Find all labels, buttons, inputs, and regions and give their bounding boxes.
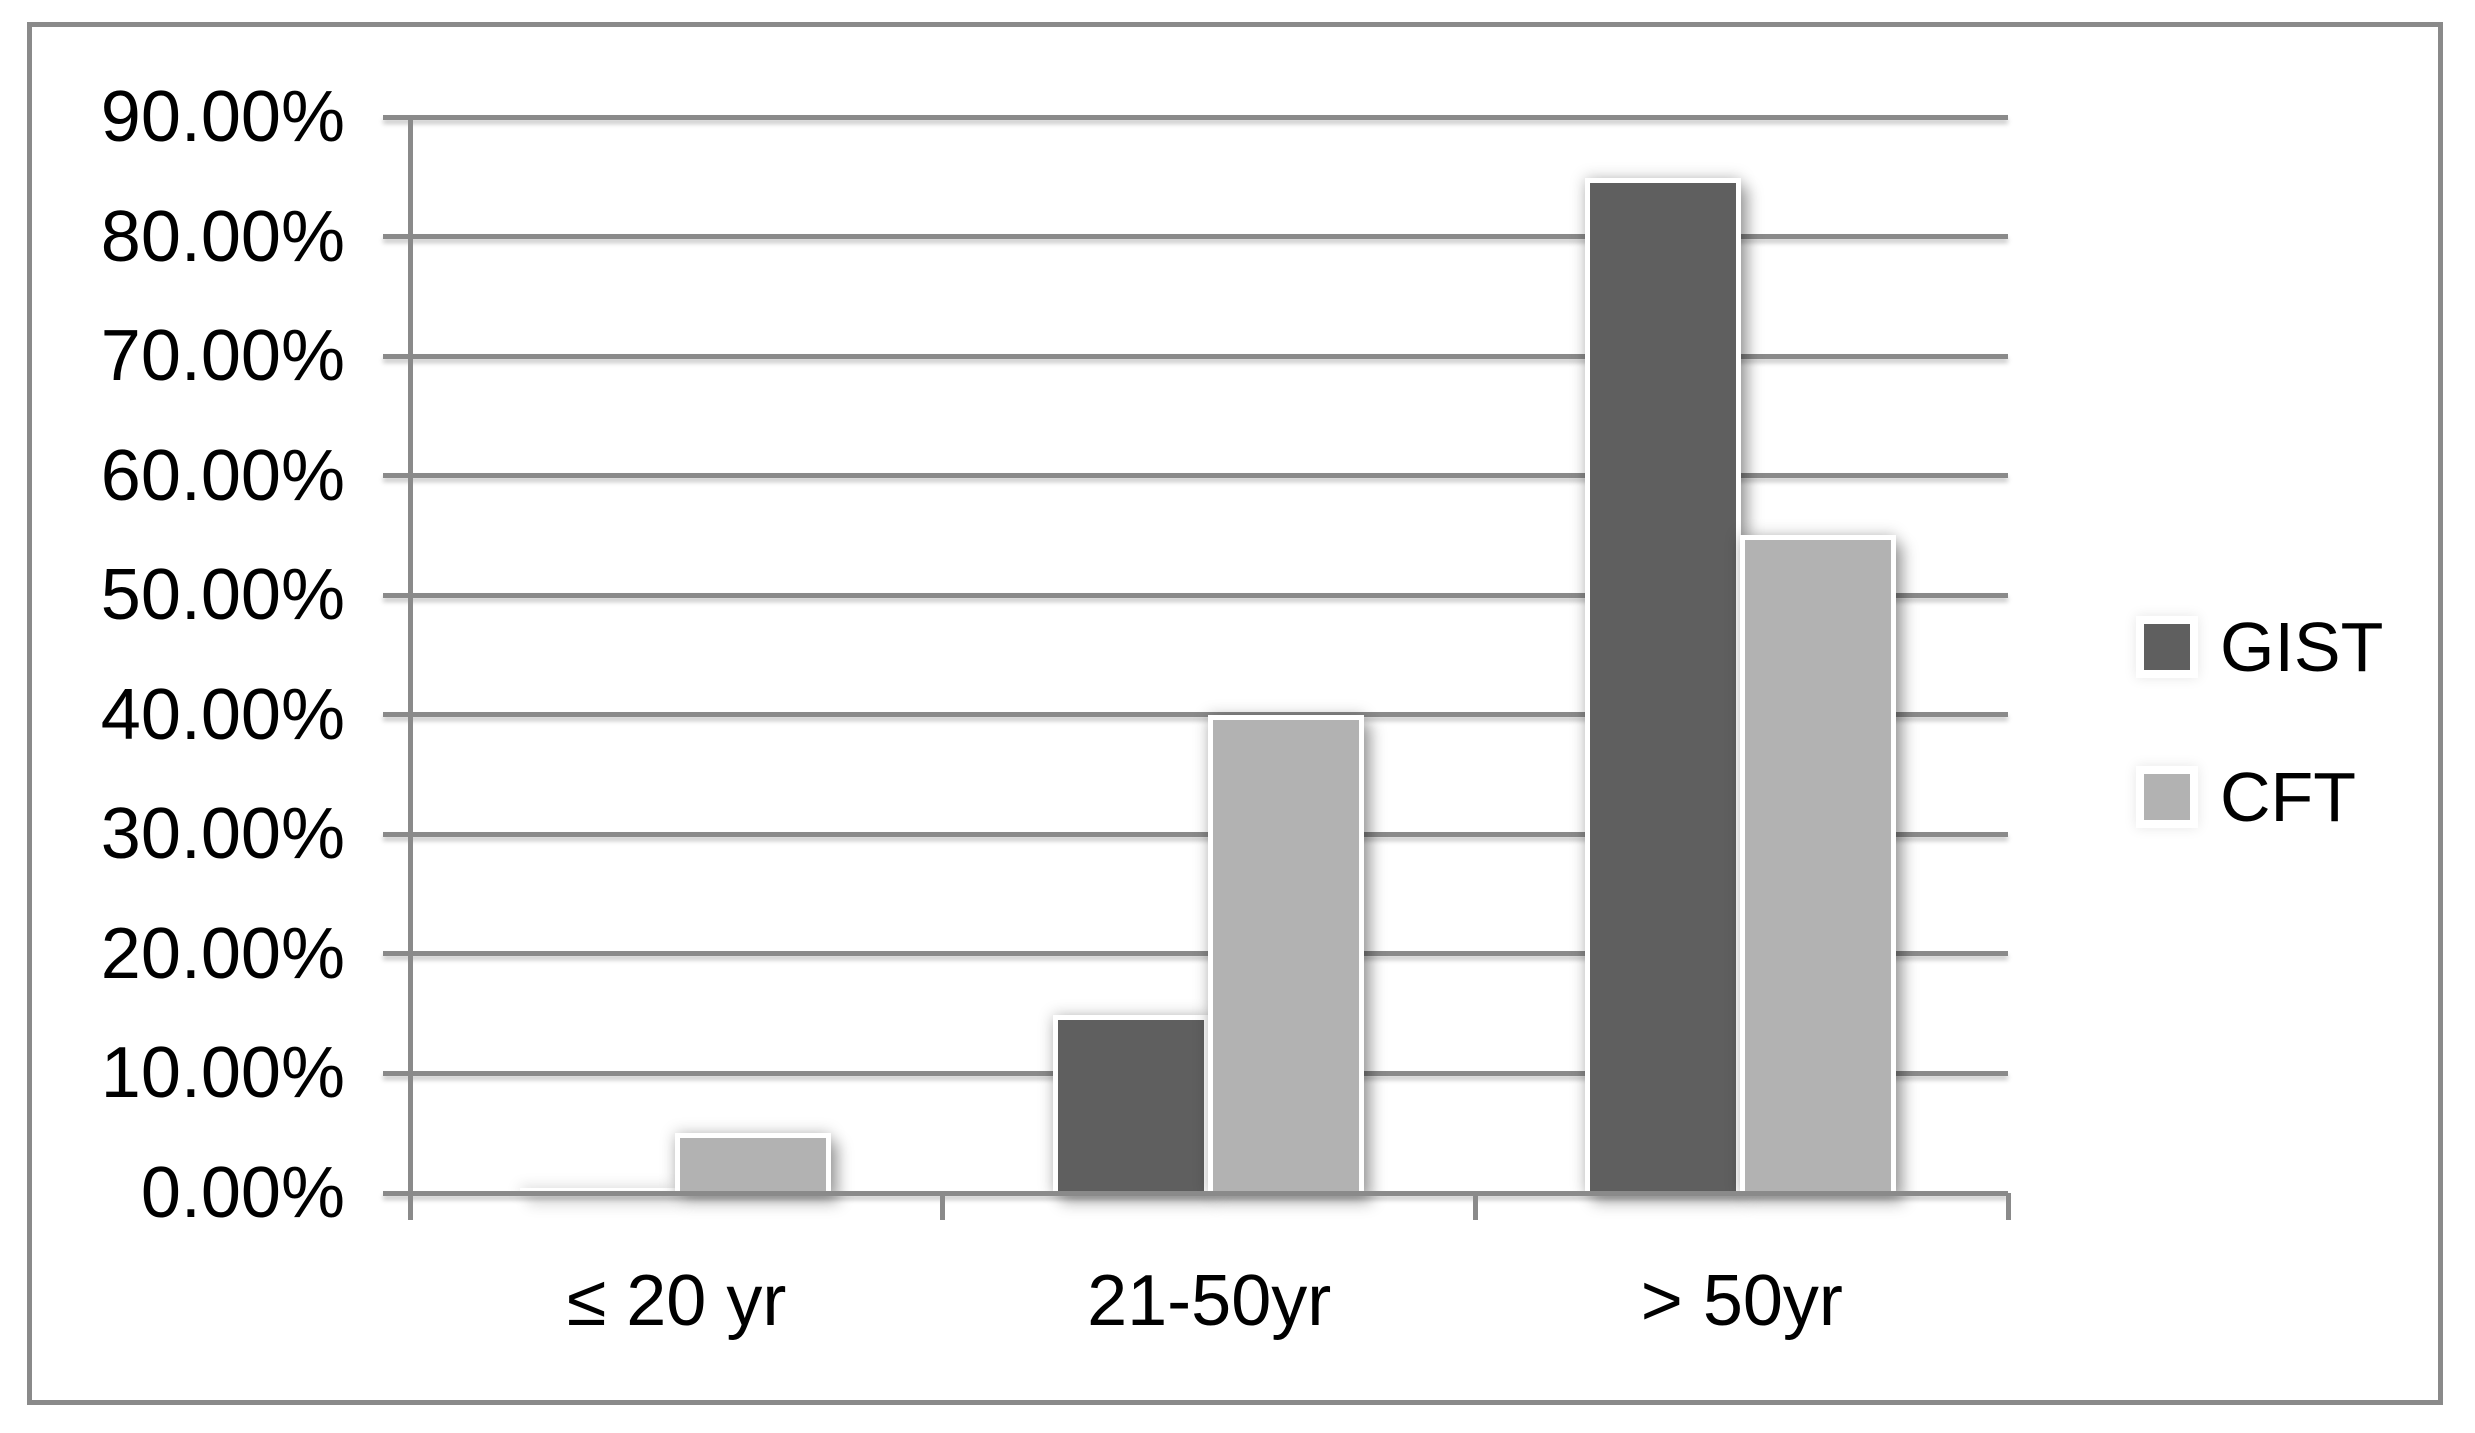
y-tick-label-70-00: 70.00% xyxy=(100,316,345,397)
y-tick-label-40-00: 40.00% xyxy=(100,674,345,755)
legend-swatch-wrap xyxy=(2136,766,2198,828)
y-tick-label-30-00: 30.00% xyxy=(100,794,345,875)
y-axis-line xyxy=(407,117,413,1220)
legend-swatch-gist xyxy=(2144,624,2190,670)
bar-gist-50yr xyxy=(1585,177,1742,1193)
y-tick-label-20-00: 20.00% xyxy=(100,913,345,994)
legend: GIST CFT xyxy=(2136,612,2383,832)
y-tick-label-0-00: 0.00% xyxy=(140,1153,345,1233)
gridline-60 xyxy=(383,473,2008,479)
bar-cft-20-yr xyxy=(675,1133,831,1193)
y-axis-tick-labels: 0.00% 10.00% 20.00% 30.00% 40.00% 50.00% 60.00… xyxy=(20,81,345,1229)
gridline-80 xyxy=(383,234,2008,240)
y-tick-label-50-00: 50.00% xyxy=(100,555,345,636)
bar-cft-21-50yr xyxy=(1207,714,1364,1193)
legend-label-gist: GIST xyxy=(2220,608,2384,686)
gridline-90 xyxy=(383,114,2008,120)
y-tick-label-80-00: 80.00% xyxy=(100,196,345,277)
x-axis-tick xyxy=(940,1193,946,1220)
gridline-50 xyxy=(383,592,2008,598)
x-axis-tick xyxy=(2005,1193,2011,1220)
gridline-70 xyxy=(383,353,2008,359)
legend-item-cft: CFT xyxy=(2136,762,2383,832)
y-tick-label-10-00: 10.00% xyxy=(100,1033,345,1114)
legend-swatch-cft xyxy=(2144,774,2190,820)
bar-gist-21-50yr xyxy=(1052,1014,1209,1193)
y-tick-label-90-00: 90.00% xyxy=(100,77,345,157)
x-axis-category-labels: ≤ 20 yr 21-50yr > 50yr xyxy=(410,1261,2008,1352)
gridline-40 xyxy=(383,712,2008,718)
x-category-label-21-50yr: 21-50yr xyxy=(1087,1261,1332,1341)
gridline-20 xyxy=(383,951,2008,957)
gridline-30 xyxy=(383,831,2008,837)
y-tick-label-60-00: 60.00% xyxy=(100,435,345,516)
bar-cft-50yr xyxy=(1740,535,1897,1193)
legend-label-cft: CFT xyxy=(2220,758,2357,836)
legend-item-gist: GIST xyxy=(2136,612,2383,682)
x-axis-line xyxy=(383,1190,2008,1196)
plot-area xyxy=(383,114,2011,1220)
x-category-label-20-yr: ≤ 20 yr xyxy=(566,1261,787,1341)
x-axis-tick xyxy=(1472,1193,1478,1220)
legend-swatch-wrap xyxy=(2136,616,2198,678)
x-category-label-50yr: > 50yr xyxy=(1640,1261,1843,1341)
